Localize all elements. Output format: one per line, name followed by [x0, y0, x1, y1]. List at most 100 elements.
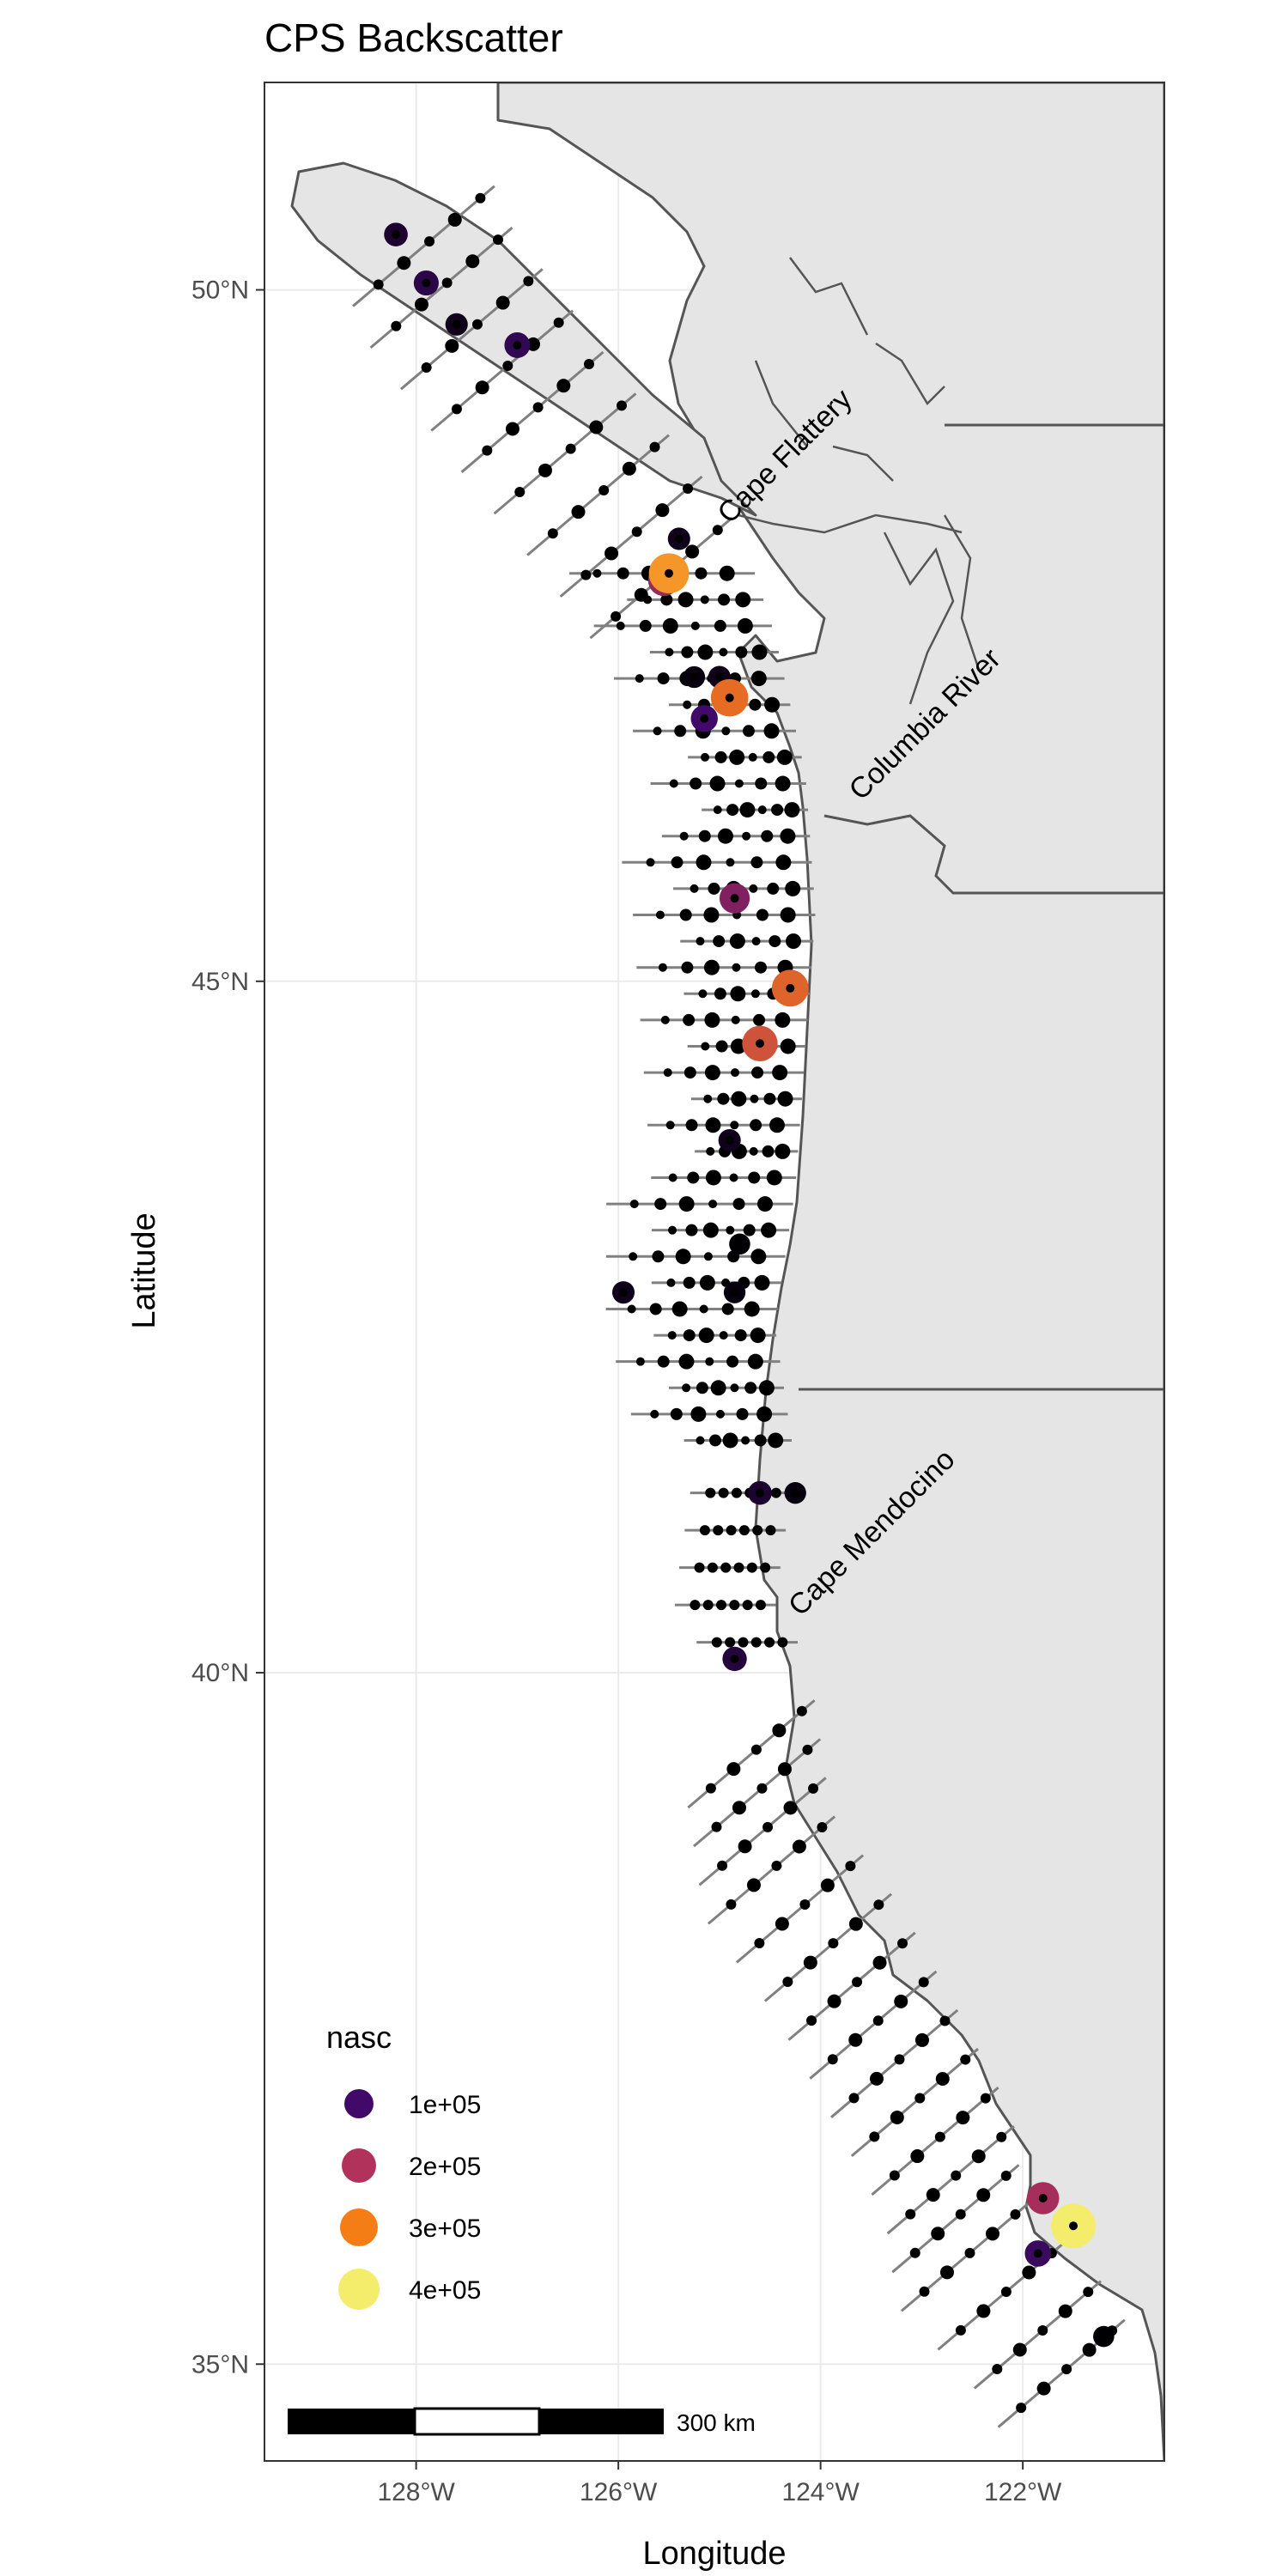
survey-point [869, 2131, 880, 2142]
survey-point [669, 779, 678, 788]
survey-point [683, 700, 692, 709]
x-axis-title: Longitude [643, 2536, 787, 2572]
survey-point [646, 858, 655, 867]
survey-point [622, 461, 636, 476]
legend-label: 1e+05 [409, 2091, 481, 2119]
survey-point [703, 1252, 713, 1261]
survey-point [889, 2170, 900, 2181]
survey-point [682, 1383, 691, 1393]
survey-point [820, 1878, 835, 1893]
survey-point [655, 503, 670, 518]
survey-point [663, 1068, 672, 1078]
survey-point [373, 279, 384, 290]
survey-point [631, 526, 642, 538]
survey-point [763, 723, 780, 739]
survey-points [373, 192, 1118, 2414]
survey-point [505, 422, 519, 436]
survey-point [754, 1434, 767, 1447]
survey-point [493, 234, 504, 246]
survey-point [780, 828, 796, 844]
survey-point [769, 1117, 785, 1133]
survey-point [890, 2110, 904, 2124]
survey-point [660, 593, 673, 606]
survey-point [719, 565, 735, 581]
survey-point [955, 2208, 966, 2220]
survey-point [701, 752, 710, 762]
survey-point [627, 1304, 636, 1314]
legend: nasc 1e+05 2e+05 3e+05 4e+05 [326, 2020, 481, 2310]
survey-point [696, 937, 705, 946]
survey-point [696, 1382, 708, 1394]
survey-point [683, 1276, 696, 1289]
survey-point [700, 714, 709, 723]
survey-point [732, 1801, 746, 1815]
survey-point [711, 1637, 722, 1648]
survey-point [690, 1600, 701, 1611]
survey-point [683, 1013, 696, 1026]
survey-point [703, 959, 720, 975]
survey-point [666, 1278, 676, 1287]
survey-point [848, 2032, 863, 2047]
survey-point [709, 775, 726, 792]
survey-point [714, 619, 726, 632]
survey-point [649, 1303, 662, 1315]
survey-point [665, 647, 674, 657]
survey-point [772, 1065, 788, 1081]
survey-point [791, 1488, 800, 1498]
legend-key [344, 2089, 374, 2118]
survey-point [956, 2111, 970, 2125]
y-tick-label: 50°N [191, 276, 249, 305]
survey-point [780, 1038, 796, 1054]
survey-point [736, 1407, 749, 1420]
survey-point [679, 908, 692, 921]
survey-point [681, 646, 694, 659]
survey-point [738, 1525, 750, 1536]
survey-point [697, 644, 714, 660]
survey-point [910, 2149, 925, 2164]
survey-point [742, 831, 751, 841]
survey-point [996, 2131, 1007, 2142]
survey-point [762, 750, 775, 763]
survey-point [713, 1525, 724, 1536]
scale-segment [288, 2409, 415, 2434]
survey-point [674, 725, 687, 738]
survey-point [934, 2131, 945, 2142]
survey-point [422, 278, 431, 288]
survey-point [611, 611, 622, 622]
survey-point [741, 1436, 750, 1445]
survey-point [828, 1938, 839, 1949]
survey-point [731, 1015, 740, 1024]
x-tick-label: 122°W [984, 2478, 1062, 2506]
survey-point [634, 587, 648, 602]
survey-point [750, 671, 767, 687]
survey-point [702, 1222, 719, 1238]
survey-point [808, 1783, 819, 1794]
survey-point [502, 361, 513, 372]
survey-point [756, 908, 769, 921]
survey-point [699, 1274, 715, 1291]
survey-point [760, 1562, 771, 1573]
survey-point [514, 486, 526, 497]
survey-point [737, 617, 753, 634]
survey-point [905, 2208, 916, 2220]
survey-point [616, 621, 625, 630]
survey-point [556, 379, 571, 393]
survey-point [718, 593, 731, 606]
x-tick-label: 124°W [781, 2478, 860, 2506]
survey-point [755, 777, 768, 790]
survey-point [743, 1224, 756, 1236]
survey-point [751, 1066, 764, 1079]
survey-point [939, 2265, 954, 2280]
survey-point [747, 1353, 763, 1370]
survey-point [717, 1092, 730, 1105]
survey-point [699, 1304, 708, 1314]
survey-point [734, 1329, 747, 1342]
survey-point [660, 1015, 670, 1024]
survey-point [746, 1562, 757, 1573]
survey-point [681, 961, 694, 974]
survey-point [721, 1303, 734, 1315]
survey-point [726, 858, 735, 867]
survey-point [742, 725, 755, 738]
survey-point [742, 1600, 753, 1611]
survey-point [772, 1723, 787, 1738]
